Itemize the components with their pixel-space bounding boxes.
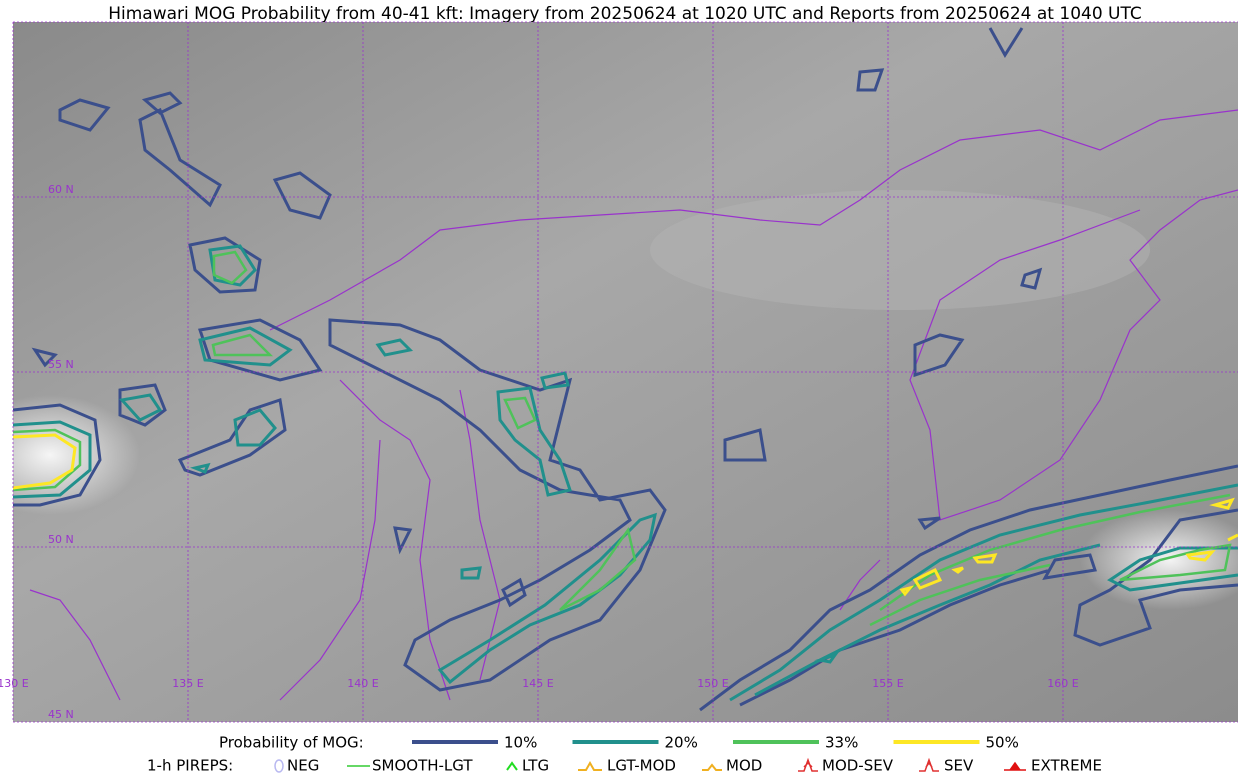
legend-label: MOD	[726, 757, 762, 775]
pirep-icon	[506, 761, 518, 771]
lon-label: 140 E	[347, 677, 378, 690]
lat-label: 45 N	[48, 708, 74, 721]
pirep-icon	[919, 757, 939, 772]
lat-label: 55 N	[48, 358, 74, 371]
lon-label: 160 E	[1047, 677, 1078, 690]
lat-label: 50 N	[48, 533, 74, 546]
legend-title: Probability of MOG:	[219, 734, 364, 752]
lon-label: 150 E	[697, 677, 728, 690]
pirep-icon	[578, 760, 602, 771]
pirep-icon	[274, 759, 284, 773]
contour-10	[13, 27, 1238, 712]
legend-label: SEV	[944, 757, 974, 775]
graticule: 130 E 135 E 140 E 145 E 150 E 155 E 160 E 60 N 5…	[0, 21, 1238, 723]
legend-label: LGT-MOD	[607, 757, 676, 775]
legend-label: 33%	[825, 734, 858, 752]
contour-20	[13, 244, 1238, 702]
contour-50	[13, 433, 1238, 597]
pirep-icon	[1004, 761, 1026, 771]
cloud	[650, 190, 1150, 310]
legend-label: MOD-SEV	[822, 757, 894, 775]
legend-label: 10%	[504, 734, 537, 752]
lon-label: 130 E	[0, 677, 29, 690]
pirep-icon	[702, 763, 722, 771]
coastline	[29, 109, 1238, 701]
contour-33	[13, 250, 1232, 627]
pirep-icon	[798, 757, 818, 772]
title: Himawari MOG Probability from 40-41 kft:…	[108, 4, 1142, 24]
legend-label: 20%	[665, 734, 698, 752]
lon-label: 145 E	[522, 677, 553, 690]
legend-label: NEG	[287, 757, 319, 775]
legend: Probability of MOG: 10% 20% 33% 50% 1-h PIREP…	[147, 734, 1102, 775]
legend-label: SMOOTH-LGT	[372, 757, 473, 775]
legend-label: EXTREME	[1031, 757, 1102, 775]
legend-title: 1-h PIREPS:	[147, 757, 233, 775]
legend-label: 50%	[986, 734, 1019, 752]
lon-label: 155 E	[872, 677, 903, 690]
lat-label: 60 N	[48, 183, 74, 196]
legend-label: LTG	[522, 757, 549, 775]
lon-label: 135 E	[172, 677, 203, 690]
